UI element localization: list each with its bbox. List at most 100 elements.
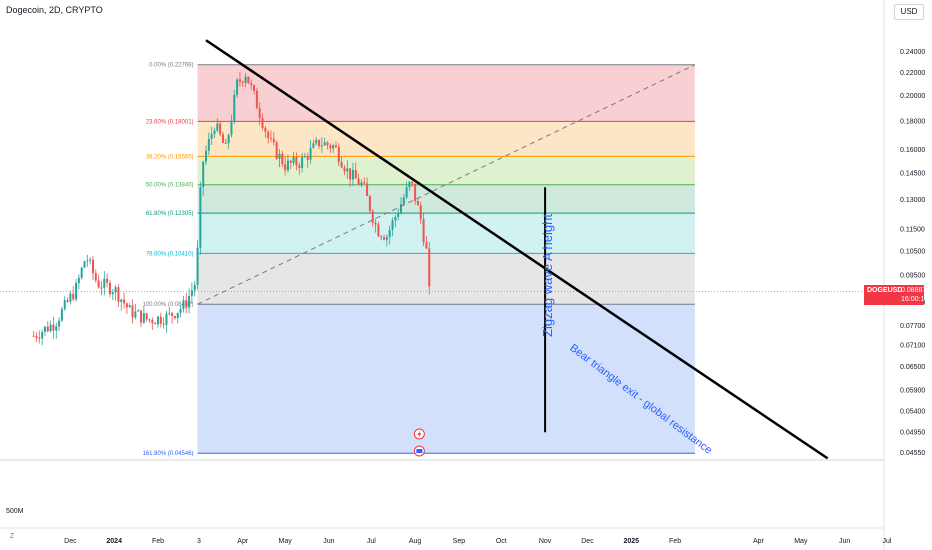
- candle-body: [120, 299, 123, 302]
- time-tick-label: Feb: [152, 538, 164, 545]
- fib-label: 78.60% (0.10410): [146, 251, 194, 257]
- candle-body: [363, 182, 366, 184]
- candle-body: [397, 213, 400, 217]
- time-tick-label: Jul: [883, 538, 892, 545]
- candle-body: [213, 130, 216, 135]
- candle-body: [385, 237, 388, 240]
- candle-body: [168, 312, 171, 314]
- time-tick-label: Oct: [496, 538, 507, 545]
- fib-label: 38.20% (0.15565): [146, 154, 194, 160]
- candle-body: [250, 83, 253, 86]
- candle-body: [238, 79, 241, 82]
- candle-body: [402, 197, 405, 205]
- time-tick-label: Jul: [367, 538, 376, 545]
- flag-glyph: [416, 449, 423, 453]
- candle-body: [289, 160, 292, 163]
- time-tick-label: Jun: [323, 538, 334, 545]
- candle-body: [94, 273, 97, 281]
- lightning-glyph: [417, 430, 422, 438]
- candle-body: [216, 123, 219, 131]
- candle-body: [270, 138, 273, 140]
- candle-body: [303, 155, 306, 158]
- candle-body: [140, 310, 143, 323]
- candle-body: [55, 326, 58, 331]
- candle-body: [114, 287, 117, 293]
- price-tick-label: 0.06500: [900, 364, 925, 371]
- price-tick-label: 0.16000: [900, 147, 925, 154]
- candle-body: [416, 201, 419, 206]
- candle-body: [219, 123, 222, 135]
- candle-body: [301, 157, 304, 168]
- chart-grid: [0, 0, 885, 550]
- candle-body: [207, 138, 210, 151]
- candle-body: [281, 153, 284, 165]
- candle-body: [374, 222, 377, 225]
- candle-body: [264, 128, 267, 132]
- candle-body: [346, 168, 349, 172]
- time-tick-label: Feb: [669, 538, 681, 545]
- zoom-button[interactable]: Z: [10, 533, 15, 540]
- time-tick-label: Nov: [539, 538, 552, 545]
- candle-body: [202, 161, 205, 188]
- candle-body: [286, 160, 289, 171]
- price-tick-label: 0.22000: [900, 70, 925, 77]
- candle-body: [306, 155, 309, 160]
- candle-body: [414, 183, 417, 202]
- price-tick-label: 0.24000: [900, 49, 925, 56]
- candle-body: [343, 167, 346, 172]
- candle-body: [405, 187, 408, 198]
- price-tick-label: 0.10500: [900, 248, 925, 255]
- candle-body: [60, 309, 63, 321]
- candle-body: [162, 323, 165, 325]
- candle-body: [106, 278, 109, 283]
- candle-body: [145, 313, 148, 320]
- time-tick-label: Apr: [237, 538, 249, 545]
- candle-body: [337, 147, 340, 163]
- candle-body: [72, 293, 75, 300]
- candle-body: [394, 216, 397, 221]
- candle-body: [32, 335, 35, 337]
- volume-scale-label: 500M: [6, 508, 24, 515]
- candle-body: [326, 142, 329, 146]
- price-tick-label: 0.07700: [900, 323, 925, 330]
- candle-body: [244, 76, 247, 83]
- time-axis: Dec 2024 Feb 3 Apr May Jun Jul Aug Sep Oct Nov Dec 20…: [64, 538, 892, 545]
- candle-body: [190, 290, 193, 296]
- candle-body: [332, 145, 335, 149]
- candle-body: [278, 153, 281, 159]
- candle-body: [366, 183, 369, 197]
- candle-body: [66, 299, 69, 302]
- currency-button[interactable]: USD: [894, 4, 924, 20]
- candle-body: [236, 79, 239, 95]
- candle-body: [399, 204, 402, 214]
- candle-body: [419, 205, 422, 220]
- candle-body: [43, 326, 46, 332]
- candle-body: [69, 293, 72, 302]
- candle-body: [125, 303, 128, 308]
- candle-body: [275, 142, 278, 159]
- candle-body: [193, 284, 196, 291]
- candle-body: [422, 219, 425, 243]
- candle-body: [272, 138, 275, 143]
- candle-body: [63, 299, 66, 310]
- fib-label: 23.60% (0.18001): [146, 119, 194, 125]
- candle-body: [171, 312, 174, 317]
- candle-body: [309, 147, 312, 160]
- price-tag-price: 0.08887: [901, 287, 927, 294]
- candle-body: [380, 236, 383, 238]
- time-tick-label: Jun: [839, 538, 850, 545]
- candle-body: [131, 305, 134, 318]
- candle-body: [41, 331, 44, 339]
- candle-body: [221, 134, 224, 143]
- candle-body: [371, 211, 374, 223]
- candle-body: [354, 170, 357, 179]
- candle-body: [425, 242, 428, 249]
- candle-body: [383, 237, 386, 240]
- fib-label: 0.00% (0.22769): [149, 63, 193, 69]
- candle-body: [182, 300, 185, 309]
- candle-body: [142, 313, 145, 323]
- candle-body: [111, 292, 114, 295]
- candle-body: [49, 324, 52, 332]
